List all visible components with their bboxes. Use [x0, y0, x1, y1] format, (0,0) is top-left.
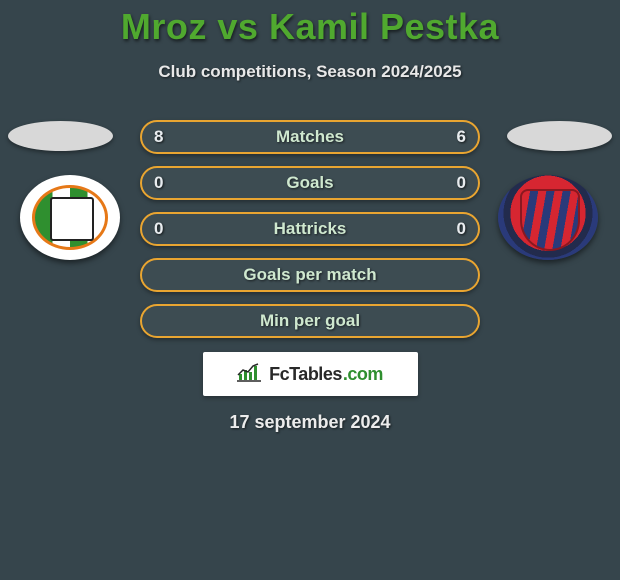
comparison-panel: 8 Matches 6 0 Goals 0 0 Hattricks 0 Goal… — [0, 120, 620, 433]
stat-row: 8 Matches 6 — [140, 120, 480, 154]
stat-label: Min per goal — [260, 311, 360, 331]
stat-label: Goals — [286, 173, 333, 193]
club-badge-right — [498, 175, 598, 260]
stats-rows: 8 Matches 6 0 Goals 0 0 Hattricks 0 Goal… — [140, 120, 480, 338]
fctables-attribution: FcTables .com — [203, 352, 418, 396]
stat-right-value: 6 — [457, 127, 466, 147]
club-badge-left — [20, 175, 120, 260]
stat-left-value: 0 — [154, 219, 163, 239]
stat-row: Min per goal — [140, 304, 480, 338]
stat-label: Matches — [276, 127, 344, 147]
stat-right-value: 0 — [457, 173, 466, 193]
bar-chart-icon — [237, 362, 263, 387]
stat-left-value: 0 — [154, 173, 163, 193]
stat-right-value: 0 — [457, 219, 466, 239]
player-left-photo — [8, 121, 113, 151]
page-subtitle: Club competitions, Season 2024/2025 — [0, 62, 620, 82]
stat-label: Goals per match — [243, 265, 376, 285]
player-right-photo — [507, 121, 612, 151]
fctables-suffix: .com — [343, 364, 383, 385]
comparison-date: 17 september 2024 — [0, 412, 620, 433]
stat-left-value: 8 — [154, 127, 163, 147]
stat-row: Goals per match — [140, 258, 480, 292]
page-title: Mroz vs Kamil Pestka — [0, 0, 620, 48]
stat-row: 0 Goals 0 — [140, 166, 480, 200]
stat-label: Hattricks — [274, 219, 347, 239]
stat-row: 0 Hattricks 0 — [140, 212, 480, 246]
fctables-name: FcTables — [269, 364, 342, 385]
